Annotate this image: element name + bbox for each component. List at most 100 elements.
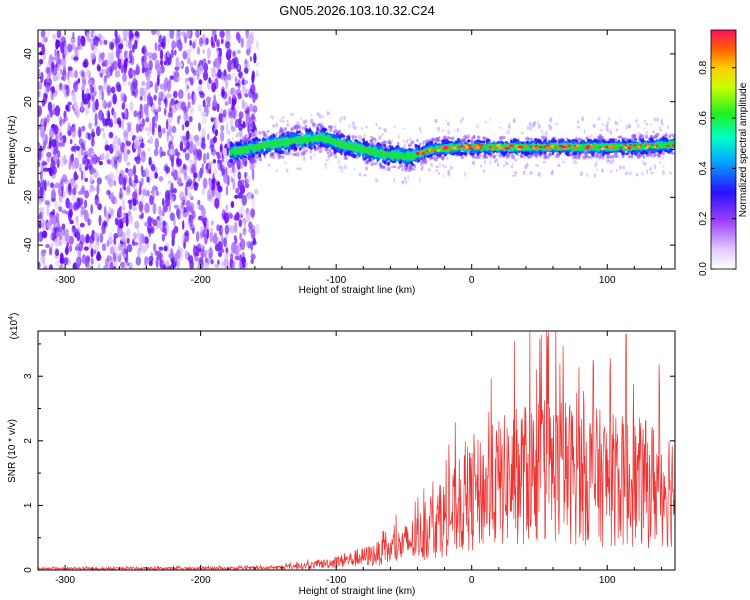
spectrogram-noise-blob [188,214,192,224]
spectrogram-band-dot [456,152,461,156]
spectrogram-noise-blob [38,232,41,242]
spectrogram-noise-blob [96,65,101,72]
spectrogram-band-dot [252,158,255,162]
spectrogram-noise-blob [249,103,254,112]
spectrogram-noise-blob [176,156,180,165]
spectrogram-noise-blob [115,48,120,59]
spectrogram-noise-blob [114,197,117,205]
spectrogram-noise-blob [51,214,58,226]
spectrogram-band-dot [301,126,304,130]
spectrogram-noise-blob [145,81,151,87]
spectrogram-noise-blob [73,157,80,169]
spectrogram-noise-blob [113,135,119,145]
spectrogram-band-dot [445,139,449,144]
spectrogram-noise-blob [146,176,150,183]
spectrogram-noise-blob [121,112,125,117]
spectrogram-noise-blob [84,190,90,199]
spectrogram-band-dot [671,133,675,138]
spectrogram-band-dot [319,144,323,148]
spectrogram-noise-blob [149,194,154,206]
spectrogram-noise-blob [100,152,105,160]
spectrogram-scatter-dot [489,117,492,121]
spectrogram-scatter-dot [341,166,344,171]
spectrogram-noise-blob [244,171,248,179]
spectrogram-scatter-dot [522,170,526,175]
spectrogram-scatter-dot [537,124,541,129]
spectrogram-noise-blob [214,232,217,237]
spectrogram-noise-blob [97,262,101,269]
spectrogram-noise-blob [40,71,44,84]
spectrogram-noise-blob [125,40,129,48]
spectrogram-noise-blob [148,260,153,266]
spectrogram-noise-blob [168,77,172,87]
spectrogram-band-dot [596,136,600,140]
spectrogram-noise-blob [160,209,164,217]
spectrogram-noise-blob [73,56,79,61]
spectrogram-band-dot [354,135,358,139]
spectrogram-noise-blob [103,75,108,84]
spectrogram-noise-blob [245,30,249,40]
spectrogram-noise-blob [40,218,45,229]
spectrogram-noise-blob [67,43,73,53]
spectrogram-noise-blob [59,257,65,265]
spectrogram-noise-blob [246,48,251,56]
spectrogram-noise-blob [210,36,214,47]
spectrogram-band-dot [397,142,400,146]
spectrogram-noise-blob [199,256,204,264]
spectrogram-scatter-dot [435,169,438,172]
spectrogram-image [38,30,675,269]
spectrogram-noise-blob [80,85,86,92]
spectrogram-scatter-dot [462,136,464,139]
spectrogram-noise-blob [112,93,117,105]
spectrogram-band-dot [229,158,234,163]
spectrogram-noise-blob [149,122,152,134]
spectrogram-noise-blob [115,145,120,158]
spectrogram-noise-blob [247,193,253,201]
spectrogram-noise-blob [223,174,229,184]
spectrogram-scatter-dot [305,151,308,155]
spectrogram-band-dot [344,155,348,159]
spectrogram-noise-blob [197,247,202,253]
spectrogram-band-dot [258,153,261,158]
spectrogram-noise-blob [179,140,184,152]
spectrogram-noise-blob [189,62,193,67]
spectrogram-noise-blob [238,219,243,228]
spectrogram-scatter-dot [594,163,597,168]
spectrogram-noise-blob [92,44,98,54]
spectrogram-noise-blob [95,156,101,163]
spectrogram-scatter-dot [343,164,348,170]
spectrogram-band-dot [368,158,372,162]
spectrogram-noise-blob [207,60,211,64]
spectrogram-scatter-dot [652,131,656,135]
spectrogram-noise-blob [48,264,53,269]
spectrogram-noise-blob [41,43,46,55]
spectrogram-scatter-dot [402,180,405,183]
spectrogram-band-dot [465,136,469,139]
spectrogram-noise-blob [123,253,127,259]
spectrogram-scatter-dot [542,160,546,163]
spectrogram-noise-blob [51,235,56,241]
spectrogram-band-dot [442,156,445,160]
spectrogram-scatter-dot [270,115,273,118]
spectrogram-noise-blob [163,107,167,116]
spectrogram-scatter-dot [420,130,423,133]
spectrogram-noise-blob [133,76,136,82]
spectrogram-noise-blob [220,108,223,115]
spectrogram-band-dot [661,136,665,141]
spectrogram-band-dot [295,152,300,157]
spectrogram-noise-blob [80,35,86,47]
spectrogram-noise-blob [91,94,94,102]
spectrogram-noise-blob [127,124,132,132]
spectrogram-noise-blob [102,131,106,140]
spectrogram-noise-blob [162,35,166,43]
spectrogram-scatter-dot [625,125,629,130]
spectrogram-noise-blob [81,185,85,195]
spectrogram-band-dot [629,154,634,159]
spectrogram-scatter-dot [662,170,665,176]
spectrogram-band-dot [316,146,320,151]
spectrogram-band-dot [461,138,466,143]
spectrogram-noise-blob [121,102,126,110]
spectrogram-noise-blob [138,214,143,219]
spectrogram-band-dot [499,149,502,154]
spectrogram-noise-blob [185,131,189,142]
